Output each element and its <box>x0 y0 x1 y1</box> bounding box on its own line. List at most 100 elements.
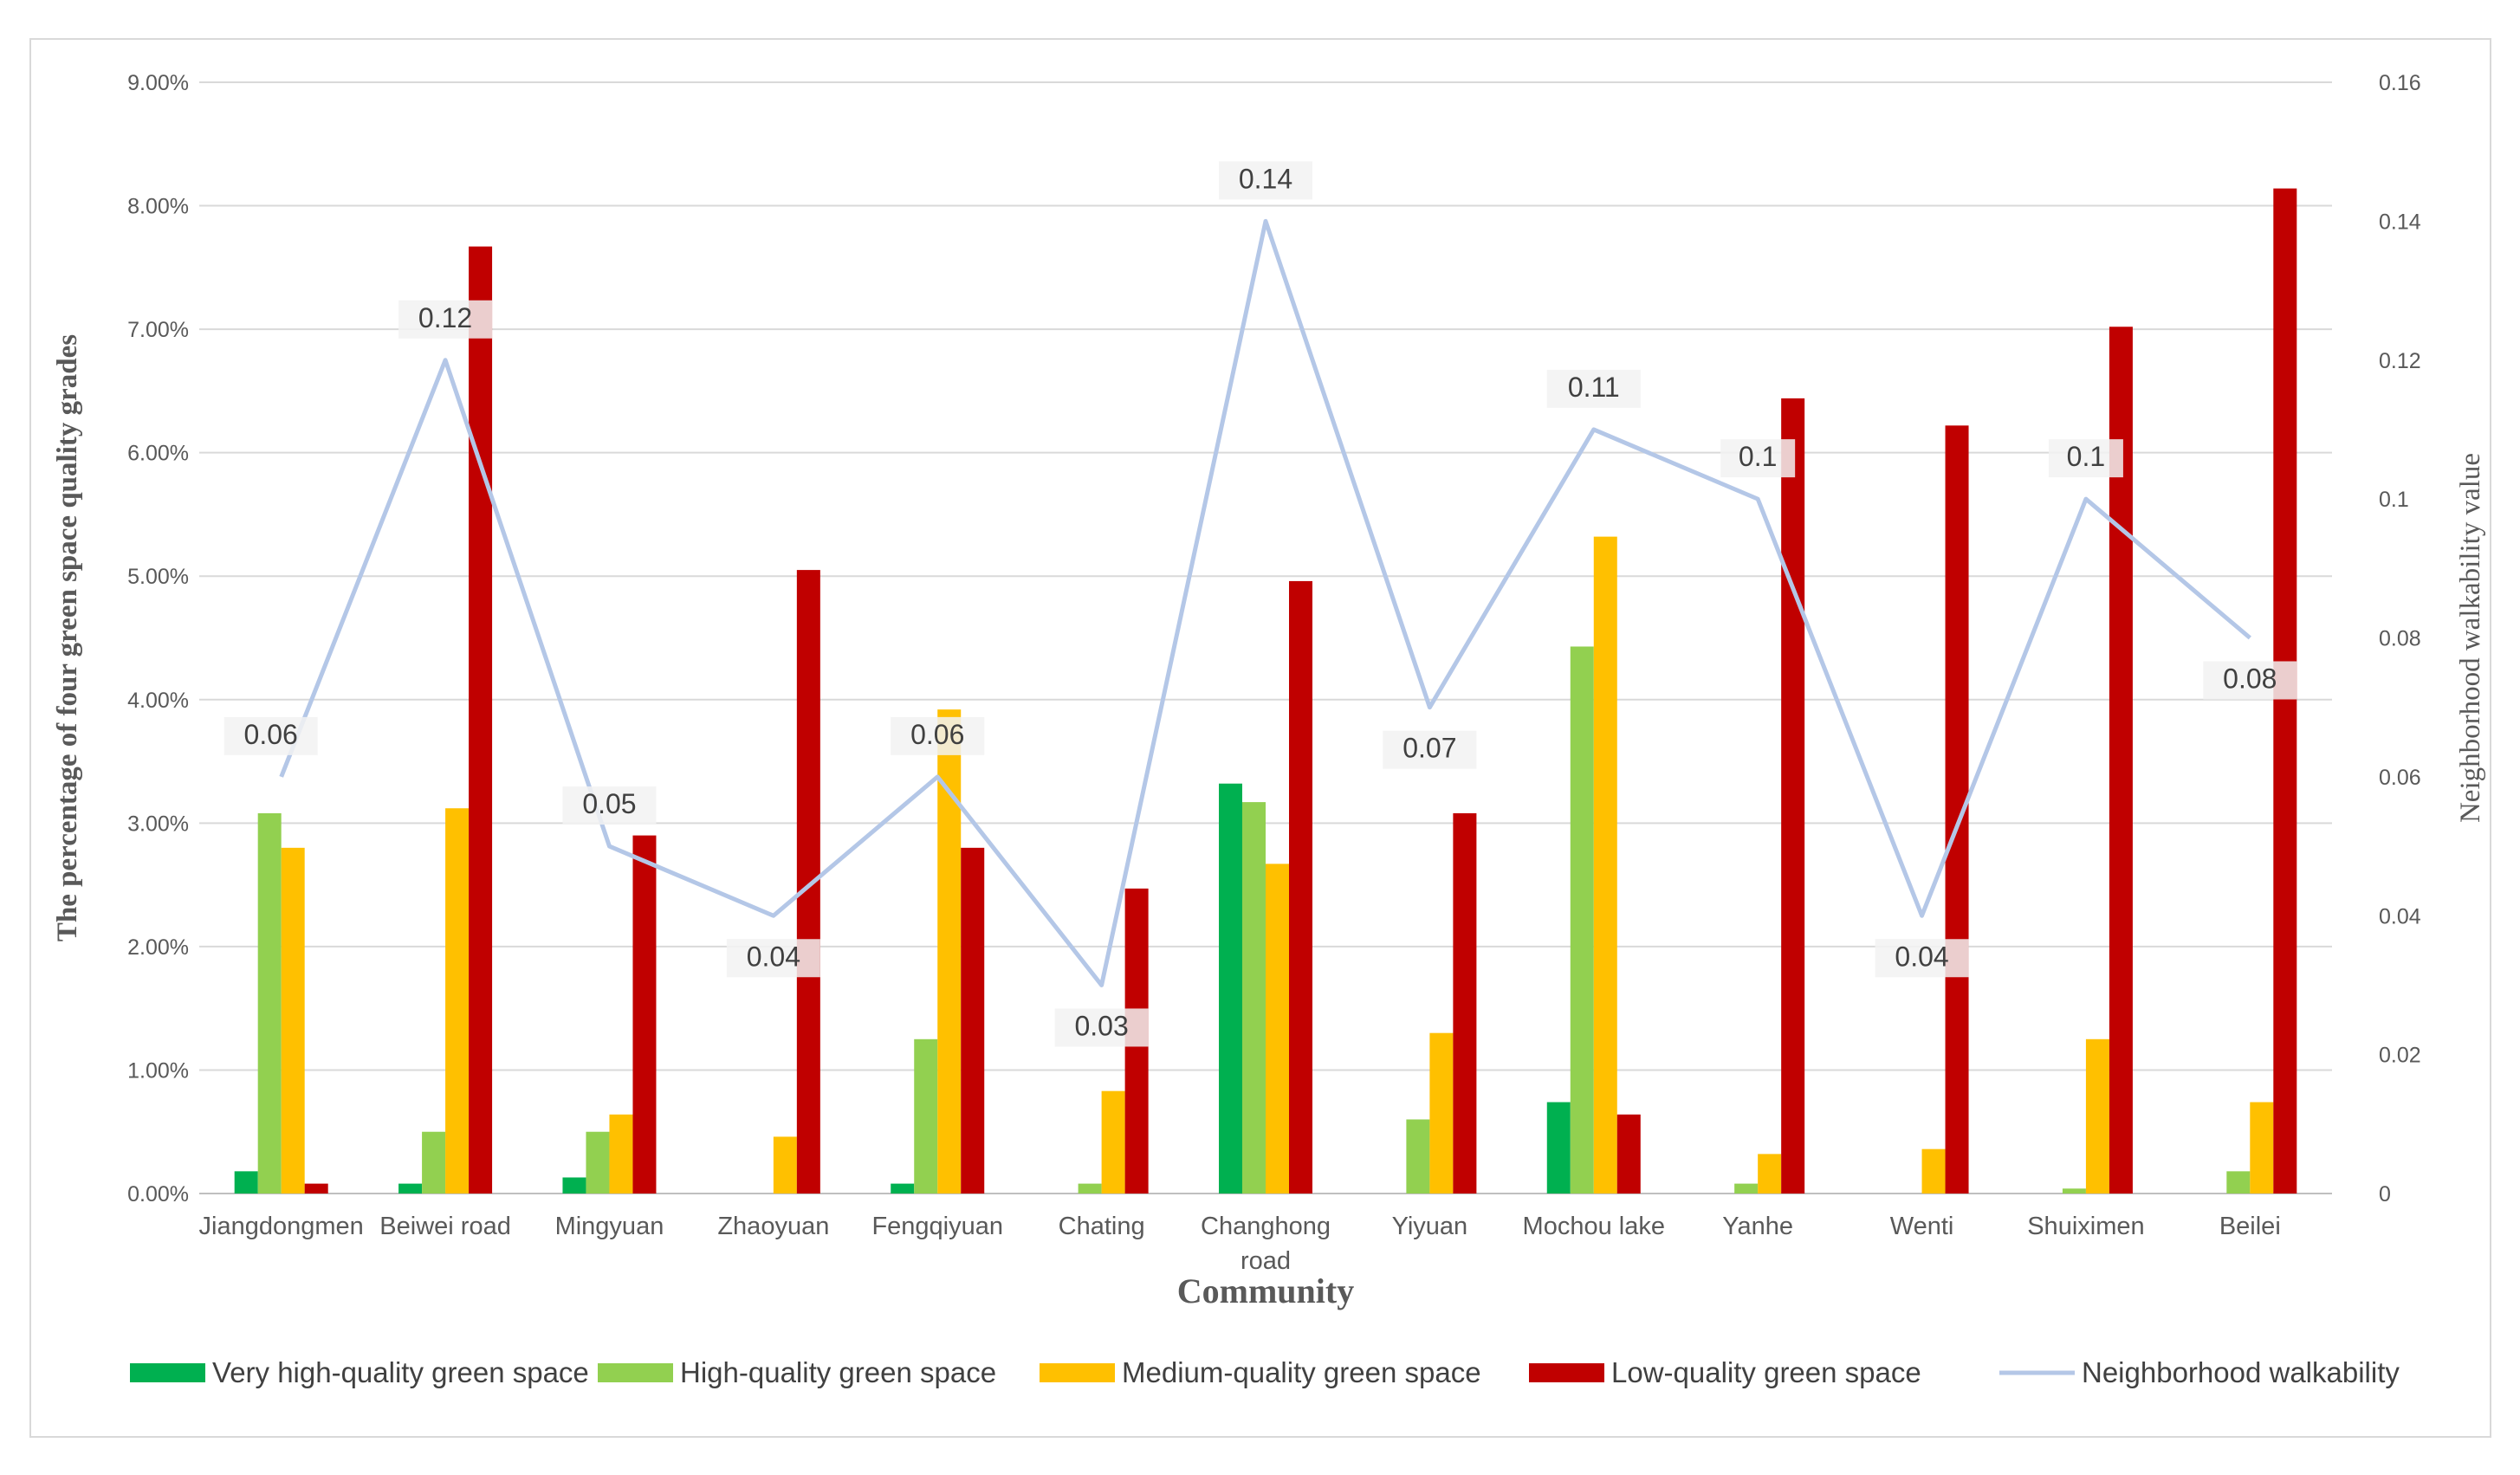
x-tick-label: Fengqiyuan <box>871 1213 1003 1240</box>
legend-label-medium-quality-green-space: Medium-quality green space <box>1122 1356 1481 1388</box>
data-label-shuiximen: 0.1 <box>2067 441 2105 472</box>
bar-high-quality-green-space-beilei <box>2226 1171 2251 1194</box>
bar-low-quality-green-space-beiwei-road <box>469 246 493 1194</box>
data-label-bg <box>2203 661 2297 700</box>
y-tick-label: 4.00% <box>127 689 189 713</box>
bar-low-quality-green-space-jiangdongmen <box>304 1183 328 1194</box>
legend-label-high-quality-green-space: High-quality green space <box>680 1356 996 1388</box>
x-tick-label: Shuiximen <box>2027 1213 2144 1240</box>
bar-low-quality-green-space-yiyuan <box>1453 812 1477 1194</box>
bar-medium-quality-green-space-beilei <box>2250 1102 2274 1194</box>
bar-high-quality-green-space-shuiximen <box>2062 1188 2086 1194</box>
data-label-yanhe: 0.1 <box>1739 441 1777 472</box>
bar-very-high-quality-green-space-jiangdongmen <box>234 1171 258 1194</box>
data-label-bg <box>1875 939 1969 978</box>
bar-high-quality-green-space-mochou-lake <box>1570 646 1594 1194</box>
x-tick-label: Beiwei road <box>379 1213 511 1240</box>
data-label-bg <box>1054 1008 1149 1047</box>
bar-medium-quality-green-space-chating <box>1101 1090 1125 1194</box>
y2-axis-title: Neighborhood walkability value <box>2455 453 2486 823</box>
bar-medium-quality-green-space-yanhe <box>1758 1154 1782 1194</box>
bar-high-quality-green-space-fengqiyuan <box>914 1038 938 1194</box>
data-label-zhaoyuan: 0.04 <box>747 941 800 972</box>
data-label-bg <box>1720 439 1796 478</box>
bar-high-quality-green-space-yiyuan <box>1406 1119 1430 1194</box>
legend-swatch-medium-quality-green-space <box>1040 1363 1115 1382</box>
bar-high-quality-green-space-chating <box>1078 1183 1102 1194</box>
bar-low-quality-green-space-fengqiyuan <box>961 847 985 1194</box>
data-label-bg <box>562 786 657 825</box>
data-label-bg <box>891 716 985 755</box>
x-tick-label: Mochou lake <box>1523 1213 1665 1240</box>
y-tick-label: 3.00% <box>127 812 189 836</box>
bar-high-quality-green-space-beiwei-road <box>422 1131 446 1194</box>
x-tick-label: Mingyuan <box>555 1213 664 1240</box>
bar-medium-quality-green-space-yiyuan <box>1429 1032 1454 1194</box>
data-label-bg <box>726 939 820 978</box>
bar-very-high-quality-green-space-mingyuan <box>562 1177 586 1194</box>
y2-tick-label: 0.06 <box>2379 766 2421 790</box>
y-axis-title: The percentage of four green space quali… <box>52 334 83 941</box>
data-label-mochou-lake: 0.11 <box>1568 372 1620 403</box>
bar-medium-quality-green-space-jiangdongmen <box>281 847 305 1194</box>
y-tick-label: 5.00% <box>127 565 189 589</box>
bar-low-quality-green-space-changhong-road <box>1289 580 1312 1194</box>
x-tick-label: Chating <box>1059 1213 1145 1240</box>
y2-tick-label: 0.14 <box>2379 210 2421 234</box>
legend-swatch-high-quality-green-space <box>598 1363 673 1382</box>
y2-tick-label: 0.02 <box>2379 1044 2421 1068</box>
data-label-jiangdongmen: 0.06 <box>244 719 298 750</box>
data-label-bg <box>398 300 493 339</box>
legend-label-low-quality-green-space: Low-quality green space <box>1611 1356 1921 1388</box>
data-label-bg <box>1383 730 1477 769</box>
bar-medium-quality-green-space-zhaoyuan <box>773 1136 797 1194</box>
bar-medium-quality-green-space-wenti <box>1921 1148 1946 1194</box>
y2-tick-label: 0.1 <box>2379 488 2409 512</box>
x-tick-label: Changhong road <box>1201 1213 1331 1275</box>
y-tick-label: 2.00% <box>127 935 189 960</box>
y-tick-label: 1.00% <box>127 1058 189 1083</box>
legend-label-very-high-quality-green-space: Very high-quality green space <box>212 1356 589 1388</box>
data-label-changhong-road: 0.14 <box>1239 163 1292 194</box>
y2-tick-label: 0.04 <box>2379 904 2421 928</box>
walkability-line <box>279 218 2251 987</box>
bar-high-quality-green-space-mingyuan <box>586 1131 610 1194</box>
x-tick-label: Wenti <box>1890 1213 1954 1240</box>
bar-medium-quality-green-space-changhong-road <box>1266 864 1289 1194</box>
data-label-bg <box>1546 369 1641 408</box>
bar-low-quality-green-space-mingyuan <box>632 835 657 1194</box>
bar-very-high-quality-green-space-changhong-road <box>1219 783 1242 1194</box>
data-label-beilei: 0.08 <box>2223 663 2277 695</box>
chart-frame: 0.06 0.12 0.05 0.04 0.06 0.03 0.14 0.07 0.11 0.1 0… <box>29 38 2491 1438</box>
bar-low-quality-green-space-yanhe <box>1781 398 1805 1194</box>
bar-medium-quality-green-space-beiwei-road <box>445 808 470 1194</box>
legend-swatch-low-quality-green-space <box>1529 1363 1604 1382</box>
y-tick-label: 0.00% <box>127 1182 189 1207</box>
x-tick-label: Beilei <box>2219 1213 2281 1240</box>
x-axis-title: Community <box>1177 1271 1354 1310</box>
bar-high-quality-green-space-yanhe <box>1734 1183 1759 1194</box>
x-tick-label: Jiangdongmen <box>199 1213 364 1240</box>
data-label-yiyuan: 0.07 <box>1403 733 1456 764</box>
x-tick-label: Zhaoyuan <box>717 1213 829 1240</box>
y-tick-label: 9.00% <box>127 71 189 95</box>
data-label-bg <box>1219 161 1312 200</box>
y2-tick-label: 0.12 <box>2379 349 2421 373</box>
data-label-fengqiyuan: 0.06 <box>910 719 964 750</box>
bar-very-high-quality-green-space-mochou-lake <box>1546 1102 1571 1194</box>
x-tick-label: Yanhe <box>1722 1213 1793 1240</box>
bar-very-high-quality-green-space-fengqiyuan <box>891 1183 915 1194</box>
data-label-beiwei-road: 0.12 <box>418 302 472 333</box>
y2-tick-label: 0.16 <box>2379 71 2421 95</box>
bar-high-quality-green-space-changhong-road <box>1242 802 1266 1194</box>
y-tick-label: 7.00% <box>127 318 189 342</box>
data-label-chating: 0.03 <box>1074 1010 1128 1041</box>
y-tick-label: 6.00% <box>127 442 189 466</box>
x-tick-label: Yiyuan <box>1392 1213 1468 1240</box>
bar-medium-quality-green-space-mingyuan <box>609 1114 633 1194</box>
bar-medium-quality-green-space-mochou-lake <box>1593 536 1617 1194</box>
data-label-bg <box>223 716 318 755</box>
legend-label-neighborhood-walkability: Neighborhood walkability <box>2082 1356 2400 1388</box>
legend-swatch-very-high-quality-green-space <box>130 1363 205 1382</box>
data-label-mingyuan: 0.05 <box>582 788 636 819</box>
